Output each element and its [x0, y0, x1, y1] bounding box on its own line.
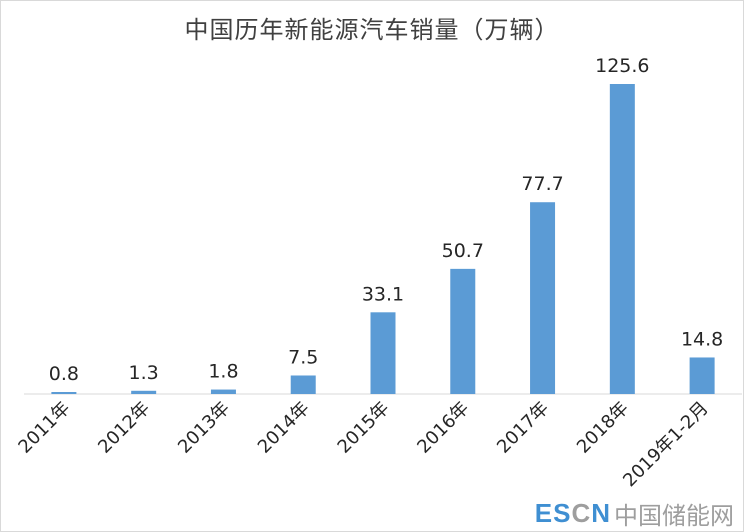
- data-labels-group: 0.8 1.3 1.8 7.5 33.1 50.7 77.7 125.6 14.8: [49, 55, 723, 385]
- watermark-brand-c: C: [571, 497, 592, 528]
- bar-1: [131, 390, 157, 394]
- bars-group: [51, 84, 715, 394]
- data-label-3: 7.5: [288, 346, 318, 368]
- data-label-5: 50.7: [442, 240, 484, 262]
- x-tick-labels-group: 2011年 2012年 2013年 2014年 2015年 2016年 2017年 2018年…: [14, 398, 712, 491]
- x-tick-label-6: 2017年: [493, 398, 553, 458]
- x-tick-label-1: 2012年: [94, 398, 154, 458]
- data-label-6: 77.7: [521, 173, 563, 195]
- bar-5: [450, 268, 476, 394]
- bar-7: [609, 84, 635, 394]
- bar-2: [210, 389, 236, 394]
- data-label-7: 125.6: [595, 55, 649, 77]
- x-tick-label-0: 2011年: [14, 398, 74, 458]
- data-label-8: 14.8: [681, 328, 723, 350]
- data-label-2: 1.8: [208, 361, 238, 383]
- bar-3: [290, 375, 316, 394]
- watermark-brand: ESCN: [535, 498, 611, 529]
- x-tick-label-2: 2013年: [174, 398, 234, 458]
- data-label-4: 33.1: [362, 283, 404, 305]
- bar-4: [370, 312, 396, 394]
- data-label-1: 1.3: [129, 362, 159, 384]
- x-tick-label-3: 2014年: [254, 398, 314, 458]
- watermark-brand-es: ES: [534, 497, 572, 528]
- watermark-brand-n: N: [591, 497, 611, 528]
- x-tick-label-4: 2015年: [334, 398, 394, 458]
- bar-0: [51, 392, 77, 394]
- watermark-cn-text: 中国储能网: [614, 501, 734, 530]
- data-label-0: 0.8: [49, 363, 79, 385]
- chart-title: 中国历年新能源汽车销量（万辆）: [184, 16, 560, 44]
- bar-6: [530, 202, 556, 394]
- x-tick-label-5: 2016年: [413, 398, 473, 458]
- bar-8: [689, 357, 715, 394]
- x-tick-label-8: 2019年1-2月: [619, 398, 712, 491]
- x-tick-label-7: 2018年: [573, 398, 633, 458]
- watermark-logo: ESCN 中国储能网: [535, 498, 734, 530]
